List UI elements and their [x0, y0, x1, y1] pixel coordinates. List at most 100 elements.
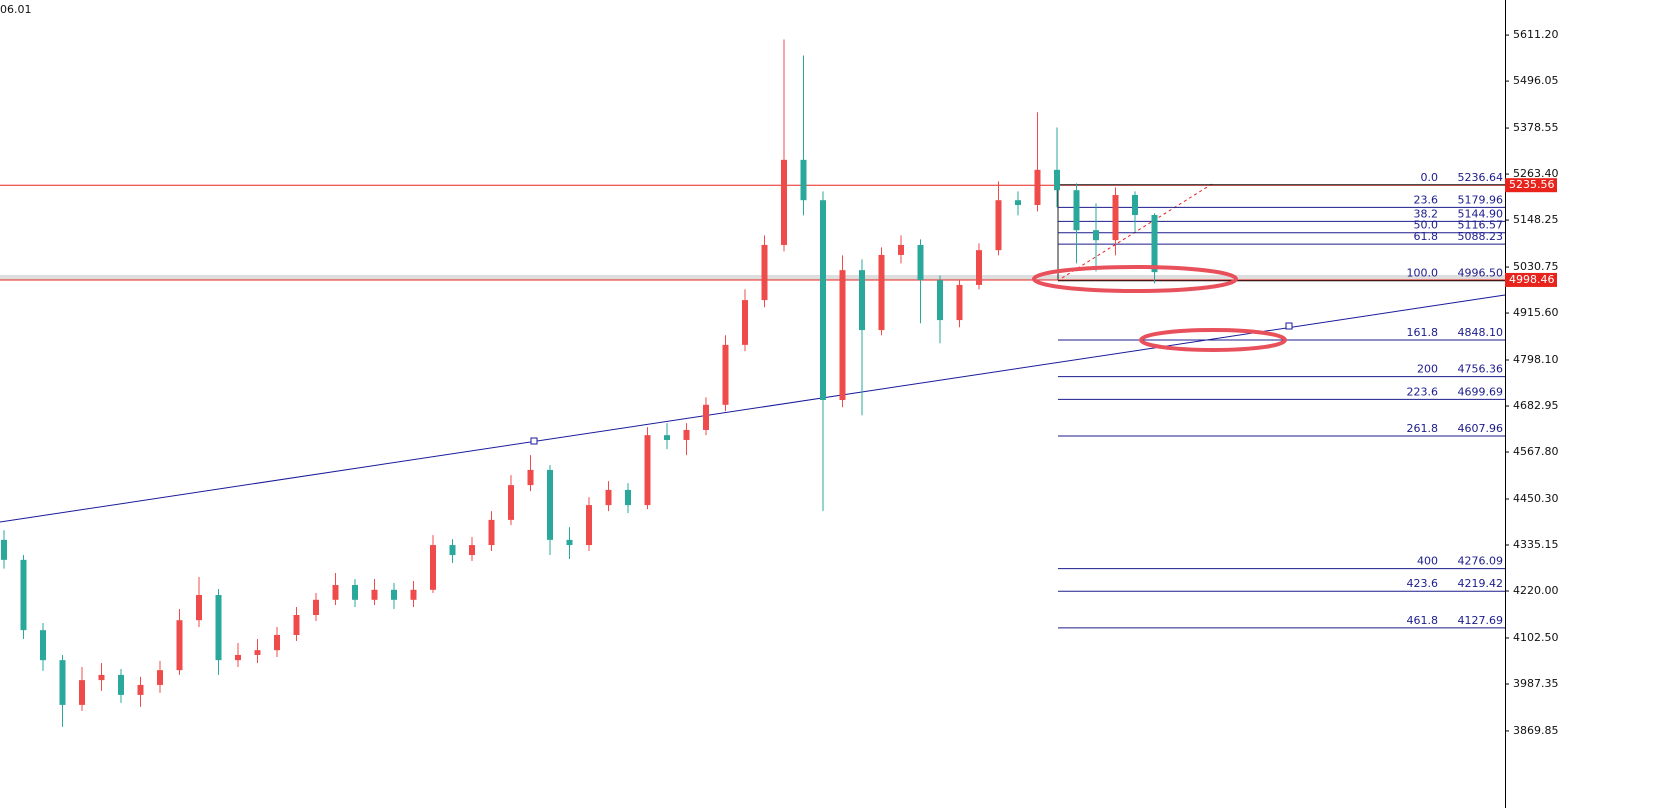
fib-price-label: 4276.09: [1458, 555, 1504, 568]
candle-body: [800, 159, 807, 201]
candle-body: [1015, 200, 1021, 205]
fib-price-label: 4848.10: [1458, 326, 1504, 339]
fib-level-label: 161.8: [1407, 326, 1439, 339]
fib-level-label: 100.0: [1407, 267, 1439, 280]
price-tag: [1505, 178, 1557, 193]
chart-label: 06.01: [0, 3, 32, 16]
candle-body: [1151, 214, 1158, 273]
candle-body: [332, 585, 339, 600]
candle-body: [20, 559, 27, 631]
gray-band: [0, 275, 1505, 280]
candle-body: [878, 254, 885, 331]
fib-price-label: 5236.64: [1458, 171, 1504, 184]
candle-body: [254, 650, 261, 655]
fib-level-label: 61.8: [1414, 230, 1439, 243]
candle-body: [547, 469, 553, 540]
fib-level-label: 461.8: [1407, 614, 1439, 627]
fib-price-label: 4699.69: [1458, 385, 1504, 398]
fib-price-label: 4996.50: [1458, 267, 1504, 280]
price-tag: [1505, 272, 1557, 287]
fib-level-label: 400: [1417, 555, 1438, 568]
y-tick-label: 4102.50: [1513, 631, 1559, 644]
candle-body: [586, 505, 592, 546]
candle-body: [118, 674, 124, 695]
fib-level-label: 38.2: [1414, 207, 1439, 220]
candle-body: [722, 344, 729, 405]
candle-body: [1093, 230, 1099, 241]
candle-body: [742, 300, 748, 345]
fib-price-label: 5144.90: [1458, 207, 1504, 220]
y-tick-label: 5030.75: [1513, 260, 1559, 273]
candle-body: [157, 670, 163, 685]
y-tick-label: 3869.85: [1513, 724, 1559, 737]
fib-level-label: 0.0: [1421, 171, 1439, 184]
candle-body: [98, 674, 105, 681]
candle-body: [391, 589, 397, 600]
candle-body: [79, 680, 85, 705]
candle-body: [859, 270, 865, 331]
candle-body: [371, 589, 378, 600]
y-tick-label: 5263.40: [1513, 167, 1559, 180]
candle-body: [1034, 169, 1041, 205]
highlight-ellipse: [1032, 265, 1238, 293]
candle-body: [137, 684, 144, 695]
candle-body: [1, 539, 7, 560]
candle-body: [605, 489, 612, 506]
fib-level-label: 223.6: [1407, 385, 1439, 398]
candle-body: [1054, 169, 1060, 191]
fib-price-label: 5116.57: [1458, 219, 1504, 232]
candle-body: [1112, 195, 1119, 241]
candle-body: [566, 539, 573, 546]
candle-body: [683, 429, 690, 440]
fib-price-label: 4219.42: [1458, 577, 1504, 590]
candle-body: [917, 244, 924, 281]
candle-body: [1073, 190, 1080, 231]
candle-body: [40, 630, 46, 661]
trendline: [0, 294, 1506, 523]
candle-body: [976, 250, 982, 285]
marks: 0.0 5236.64 23.6 5179.96 38.2 5144.90 50.0 5116…: [0, 39, 1505, 727]
candle-body: [839, 270, 846, 401]
trendline-handle: [1285, 322, 1293, 330]
candle-body: [430, 545, 436, 590]
candle-body: [527, 469, 534, 486]
y-tick-label: 4220.00: [1513, 584, 1559, 597]
candle-body: [449, 545, 456, 556]
candle-body: [469, 545, 475, 556]
candle-body: [293, 614, 300, 635]
fib-level-label: 200: [1417, 363, 1438, 376]
y-tick-label: 4567.80: [1513, 445, 1559, 458]
candle-body: [59, 660, 66, 705]
candle-body: [508, 485, 514, 520]
candle-body: [664, 435, 670, 440]
candle-body: [781, 159, 787, 245]
candle-body: [235, 654, 241, 661]
candle-body: [352, 585, 358, 600]
fib-level-label: 423.6: [1407, 577, 1439, 590]
y-tick-label: 5496.05: [1513, 74, 1559, 87]
candle-body: [274, 634, 280, 651]
candle-body: [956, 284, 963, 321]
price-tag-label: 4998.46: [1509, 273, 1555, 286]
candle-body: [937, 280, 943, 321]
y-tick-label: 4682.95: [1513, 399, 1559, 412]
candle-body: [1132, 195, 1138, 215]
candle-body: [898, 244, 904, 255]
candle-body: [196, 595, 202, 621]
fib-price-label: 5179.96: [1458, 193, 1504, 206]
highlight-ellipse: [1139, 328, 1287, 352]
y-tick-label: 4798.10: [1513, 353, 1559, 366]
candle-body: [488, 519, 495, 546]
fib-level-label: 23.6: [1414, 193, 1439, 206]
candle-body: [995, 200, 1002, 251]
y-tick-label: 4335.15: [1513, 538, 1559, 551]
y-tick-label: 3987.35: [1513, 677, 1559, 690]
fib-price-label: 4127.69: [1458, 614, 1504, 627]
fib-price-label: 4607.96: [1458, 422, 1504, 435]
candle-body: [176, 620, 183, 671]
candle-body: [820, 200, 826, 401]
y-tick-label: 5378.55: [1513, 121, 1559, 134]
price-tag-label: 5235.56: [1509, 178, 1555, 191]
fib-level-label: 261.8: [1407, 422, 1439, 435]
